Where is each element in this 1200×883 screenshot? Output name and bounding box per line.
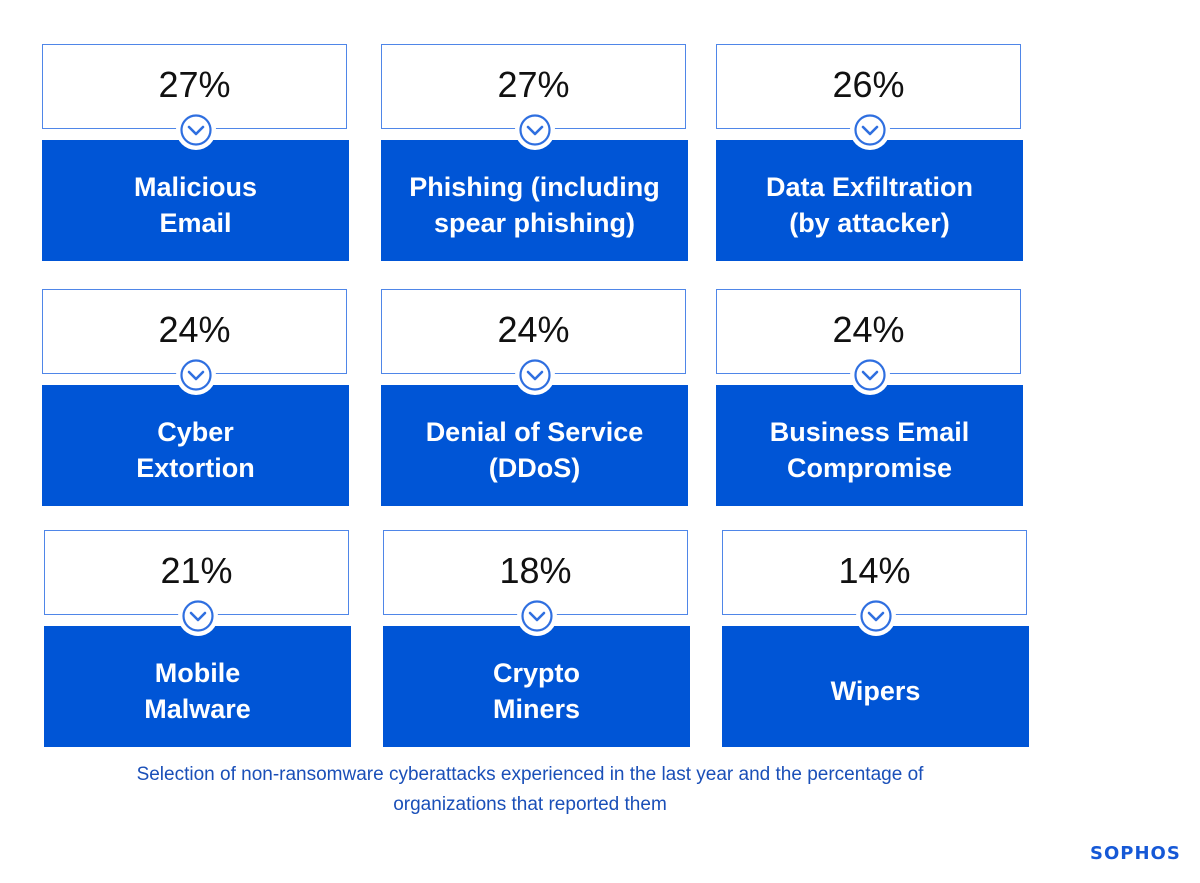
attack-label: Malicious Email	[42, 140, 349, 261]
attack-label: Wipers	[722, 626, 1029, 747]
chevron-down-icon	[176, 110, 216, 150]
percentage: 14%	[722, 530, 1027, 615]
chevron-down-icon	[850, 355, 890, 395]
chevron-down-icon	[856, 596, 896, 636]
attack-label: Business Email Compromise	[716, 385, 1023, 506]
percentage: 24%	[42, 289, 347, 374]
chevron-down-icon	[517, 596, 557, 636]
chevron-down-icon	[176, 355, 216, 395]
attack-card: 14% Wipers	[722, 530, 1029, 747]
attack-label: Cyber Extortion	[42, 385, 349, 506]
attack-card: 27% Phishing (including spear phishing)	[381, 44, 688, 261]
sophos-logo: SOPHOS	[1090, 843, 1181, 864]
attack-label: Crypto Miners	[383, 626, 690, 747]
chevron-down-icon	[178, 596, 218, 636]
attack-card: 24% Cyber Extortion	[42, 289, 349, 506]
attack-label: Data Exfiltration (by attacker)	[716, 140, 1023, 261]
attack-label: Phishing (including spear phishing)	[381, 140, 688, 261]
attack-card: 18% Crypto Miners	[383, 530, 690, 747]
attack-label: Mobile Malware	[44, 626, 351, 747]
attack-card: 21% Mobile Malware	[44, 530, 351, 747]
chevron-down-icon	[850, 110, 890, 150]
chevron-down-icon	[515, 355, 555, 395]
attack-card: 24% Denial of Service (DDoS)	[381, 289, 688, 506]
attack-label: Denial of Service (DDoS)	[381, 385, 688, 506]
attack-card: 24% Business Email Compromise	[716, 289, 1023, 506]
percentage: 18%	[383, 530, 688, 615]
attack-card: 26% Data Exfiltration (by attacker)	[716, 44, 1023, 261]
chevron-down-icon	[515, 110, 555, 150]
attack-card: 27% Malicious Email	[42, 44, 349, 261]
caption: Selection of non-ransomware cyberattacks…	[136, 764, 924, 815]
